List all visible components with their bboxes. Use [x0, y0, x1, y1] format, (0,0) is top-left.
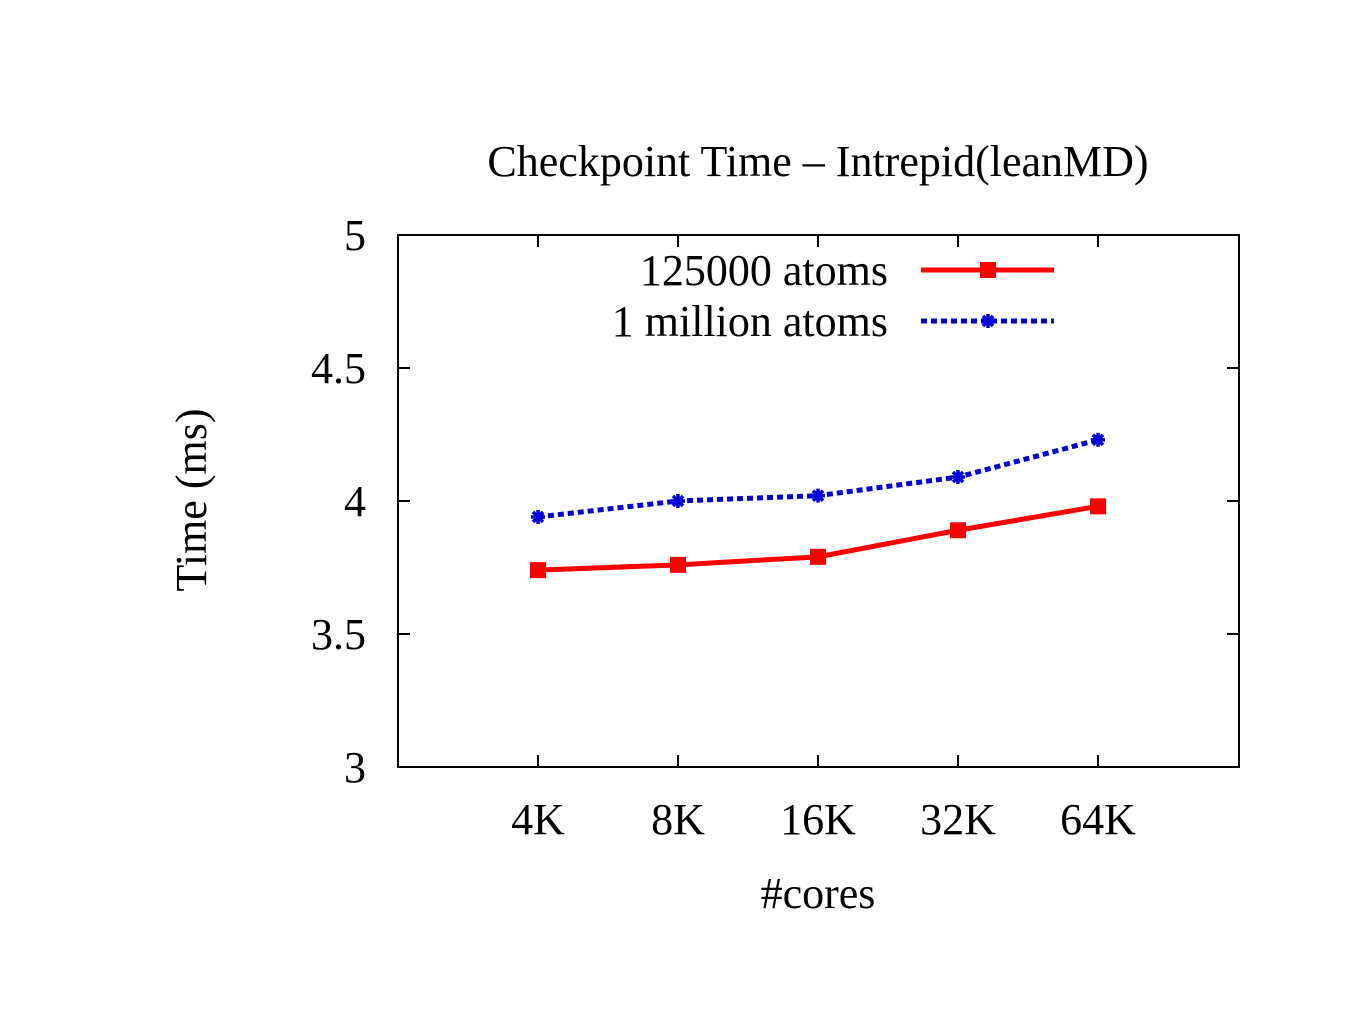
series-125000-atoms-point-32k: [950, 522, 966, 539]
y-tick-3-5-label: 3.5: [311, 610, 366, 659]
series-1-million-atoms-point-32k-core: [954, 473, 962, 482]
y-axis-label: Time (ms): [167, 409, 216, 592]
series-1-million-atoms-point-64k: [1091, 432, 1105, 447]
x-tick-32k-label: 32K: [920, 795, 996, 844]
series-1-million-atoms-line: [537, 437, 1099, 520]
chart-title: Checkpoint Time – Intrepid(leanMD): [487, 137, 1148, 186]
axis-ticks: 3 3.5 4 4.5 5 4K 8K 16K 32K 64K: [311, 211, 1239, 844]
legend-1-million-atoms-marker-core: [984, 317, 992, 325]
series-1-million-atoms-point-16k-core: [814, 491, 822, 500]
series-layer: [530, 432, 1106, 579]
series-125000-atoms-point-8k: [670, 556, 686, 573]
legend-125000-atoms-label: 125000 atoms: [640, 246, 888, 295]
y-tick-4-label: 4: [344, 477, 366, 526]
series-1-million-atoms-point-4k-core: [534, 512, 542, 521]
x-axis-label: #cores: [761, 869, 876, 918]
x-tick-8k-label: 8K: [651, 795, 705, 844]
x-tick-4k-label: 4K: [511, 795, 565, 844]
x-tick-64k-label: 64K: [1060, 795, 1136, 844]
legend-1-million-atoms-marker: [981, 314, 995, 328]
series-1-million-atoms-point-16k: [811, 488, 825, 503]
y-tick-3-label: 3: [344, 743, 366, 792]
series-125000-atoms-point-64k: [1090, 498, 1106, 515]
x-tick-16k-label: 16K: [780, 795, 856, 844]
legend-1-million-atoms-label: 1 million atoms: [612, 297, 888, 346]
series-125000-atoms-point-16k: [810, 548, 826, 565]
series-1-million-atoms-point-8k-core: [674, 497, 682, 505]
y-tick-5-label: 5: [344, 211, 366, 260]
series-1-million-atoms-point-64k-core: [1094, 435, 1102, 444]
legend-125000-atoms-marker: [980, 262, 996, 278]
series-1-million-atoms-point-8k: [671, 494, 685, 508]
series-125000-atoms-point-4k: [530, 562, 546, 579]
series-1-million-atoms-point-32k: [951, 470, 965, 485]
y-tick-4-5-label: 4.5: [311, 344, 366, 393]
series-1-million-atoms-point-4k: [531, 509, 545, 524]
